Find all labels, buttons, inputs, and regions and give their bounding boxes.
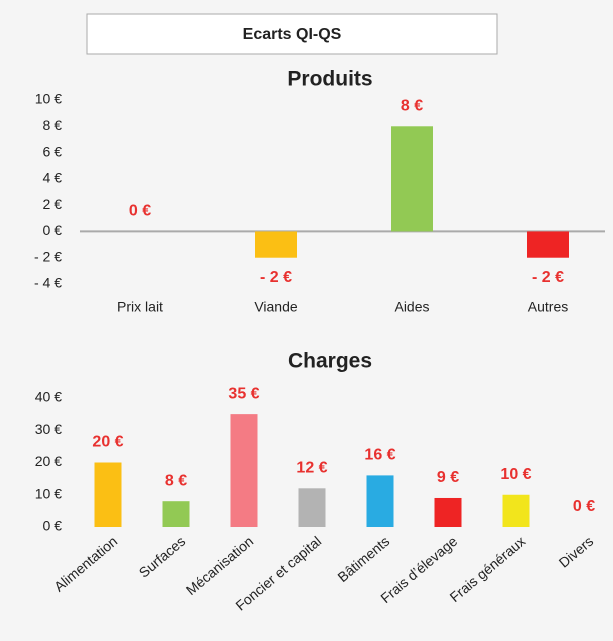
- value-label: - 2 €: [260, 269, 292, 286]
- bar: [298, 488, 326, 527]
- value-label: 0 €: [129, 203, 151, 220]
- value-label: - 2 €: [532, 269, 564, 286]
- x-tick-label: Viande: [254, 299, 298, 315]
- value-label: 16 €: [364, 447, 395, 464]
- y-tick-label: 6 €: [43, 143, 63, 159]
- value-label: 35 €: [228, 385, 259, 402]
- y-tick-label: 0 €: [43, 518, 63, 534]
- value-label: 0 €: [573, 498, 595, 515]
- y-tick-label: 40 €: [35, 389, 62, 405]
- x-tick-label: Prix lait: [117, 299, 163, 315]
- bar: [162, 501, 190, 527]
- value-label: 8 €: [401, 98, 423, 115]
- y-tick-label: 10 €: [35, 91, 62, 107]
- chart-title: Charges: [288, 350, 372, 373]
- value-label: 8 €: [165, 472, 187, 489]
- bar: [230, 414, 258, 527]
- x-tick-label: Surfaces: [136, 533, 189, 581]
- y-tick-label: - 2 €: [34, 248, 62, 264]
- y-tick-label: 4 €: [43, 170, 63, 186]
- bar: [502, 494, 530, 527]
- bar: [434, 497, 462, 527]
- x-tick-label: Autres: [528, 299, 568, 315]
- y-tick-label: 10 €: [35, 485, 62, 501]
- bar: [255, 231, 297, 258]
- bar: [366, 475, 394, 527]
- bar: [94, 462, 122, 527]
- x-tick-label: Alimentation: [51, 533, 120, 595]
- y-tick-label: 20 €: [35, 453, 62, 469]
- bar: [527, 231, 569, 258]
- value-label: 12 €: [296, 460, 327, 477]
- y-tick-label: 2 €: [43, 196, 63, 212]
- value-label: 9 €: [437, 469, 459, 486]
- header-box: [86, 13, 498, 55]
- y-tick-label: - 4 €: [34, 275, 62, 291]
- chart-title: Produits: [287, 68, 372, 91]
- value-label: 10 €: [500, 466, 531, 483]
- bar: [391, 126, 433, 232]
- x-tick-label: Aides: [394, 299, 429, 315]
- value-label: 20 €: [92, 434, 123, 451]
- x-tick-label: Divers: [556, 533, 597, 571]
- header-title: Ecarts QI-QS: [243, 26, 342, 43]
- y-tick-label: 0 €: [43, 222, 63, 238]
- x-tick-label: Bâtiments: [334, 533, 392, 585]
- y-tick-label: 8 €: [43, 117, 63, 133]
- x-tick-label: Mécanisation: [183, 533, 256, 598]
- y-tick-label: 30 €: [35, 421, 62, 437]
